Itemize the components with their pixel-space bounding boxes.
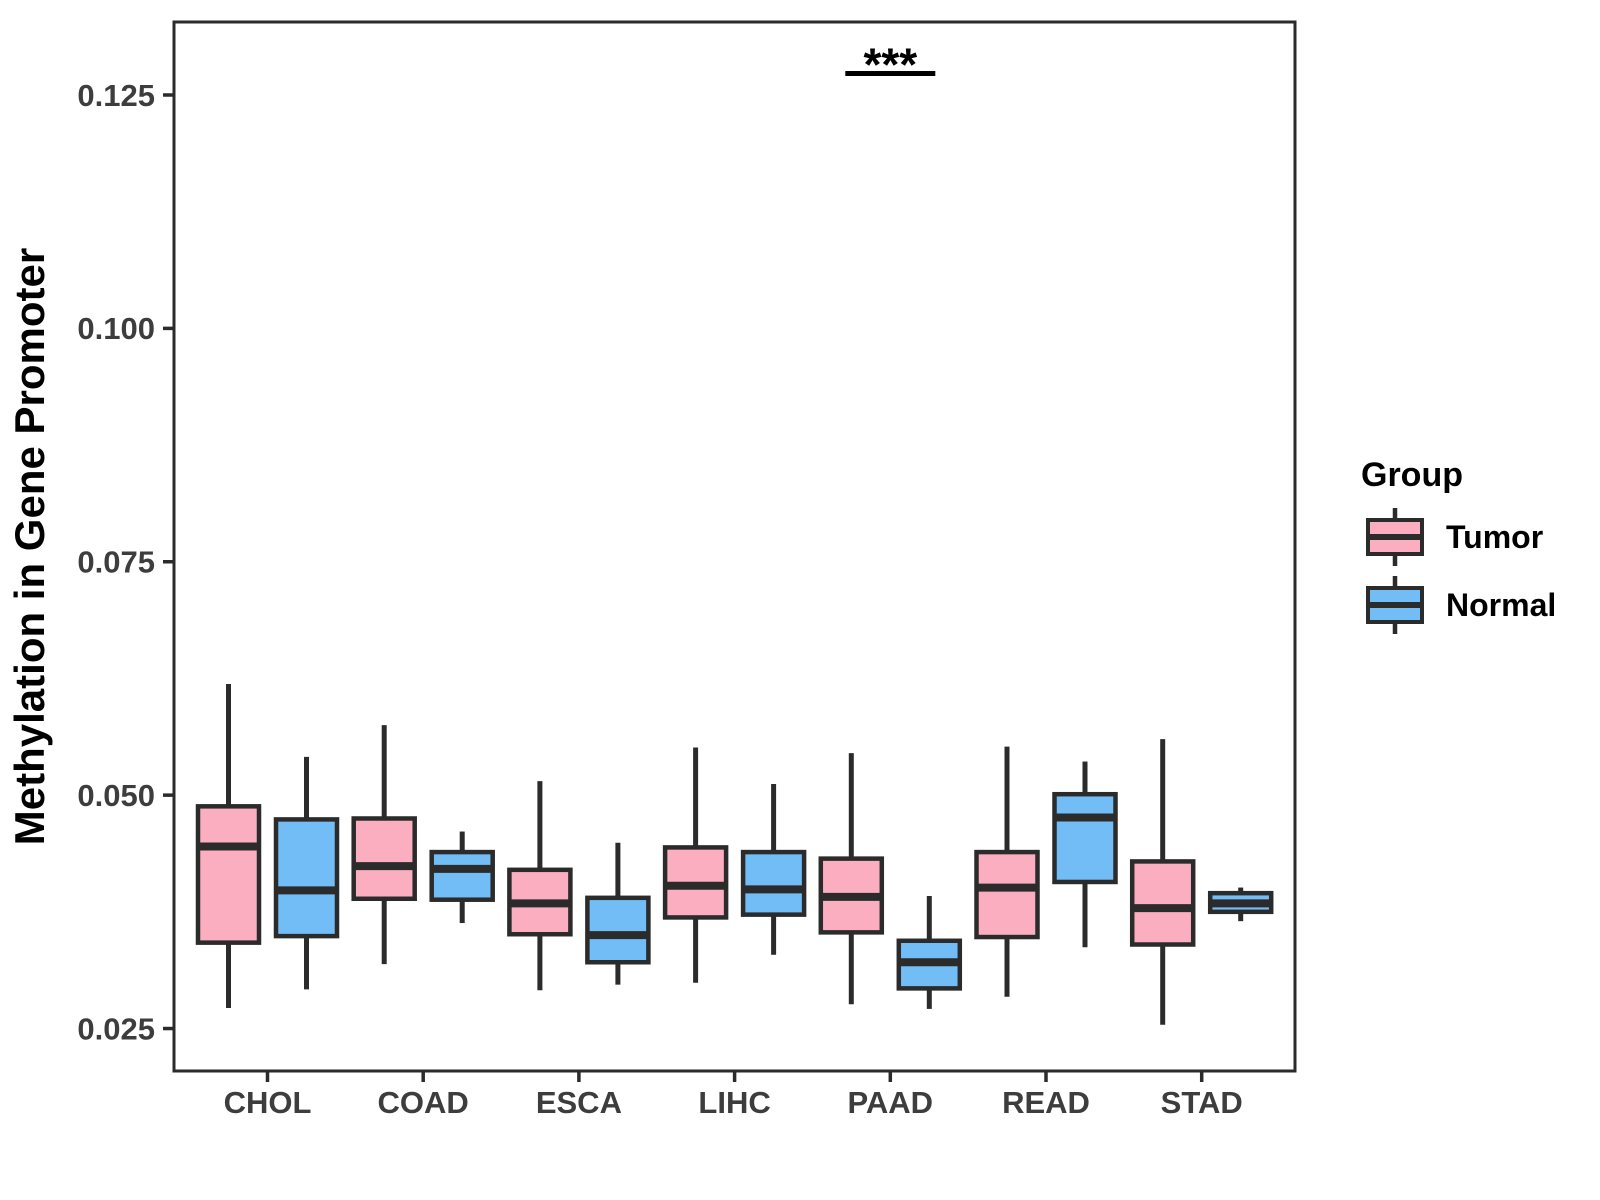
y-tick-label: 0.125 [77, 78, 155, 113]
plot-panel [172, 20, 1297, 1073]
boxplot-box [351, 816, 417, 902]
boxplot-box [740, 849, 807, 917]
legend-item-label: Normal [1446, 587, 1556, 623]
x-tick-label: STAD [1161, 1085, 1243, 1120]
y-tick-label: 0.025 [77, 1011, 155, 1046]
boxplot-box [974, 849, 1040, 940]
significance-stars: *** [863, 39, 917, 91]
legend-title: Group [1361, 456, 1463, 494]
boxplot-box [195, 804, 262, 945]
y-axis-title: Methylation in Gene Promoter [6, 248, 53, 845]
y-tick-label: 0.075 [77, 545, 155, 580]
x-tick-label: PAAD [848, 1085, 934, 1120]
boxplot-box [585, 895, 651, 965]
x-tick-label: LIHC [698, 1085, 770, 1120]
x-tick-label: COAD [378, 1085, 469, 1120]
y-tick-label: 0.050 [77, 778, 155, 813]
x-tick-label: READ [1002, 1085, 1090, 1120]
x-tick-label: ESCA [536, 1085, 622, 1120]
boxplot-box [273, 817, 340, 939]
legend-item-label: Tumor [1446, 519, 1543, 555]
y-tick-label: 0.100 [77, 311, 155, 346]
boxplot-box [429, 849, 495, 902]
boxplot-box [1129, 859, 1196, 947]
x-tick-label: CHOL [224, 1085, 312, 1120]
boxplot-box [1052, 791, 1118, 885]
